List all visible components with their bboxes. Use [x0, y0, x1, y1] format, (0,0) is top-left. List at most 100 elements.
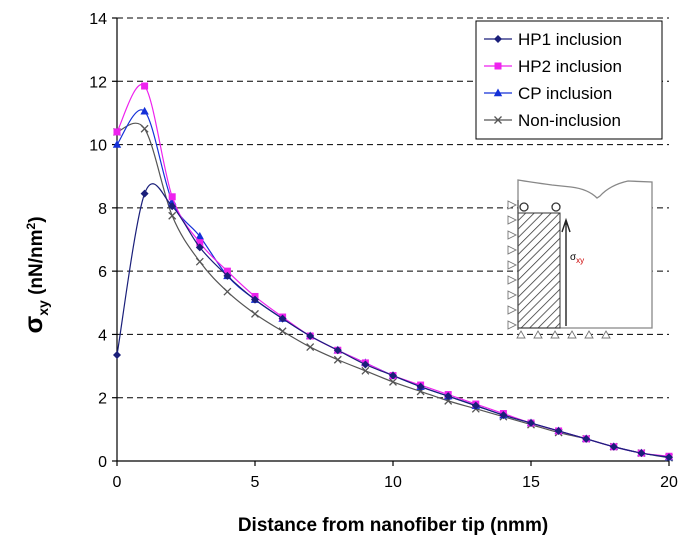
point-cp-inclusion-3: [195, 231, 204, 240]
inset-support-bottom-3: [567, 330, 577, 339]
inset-sigma-symbol: σ: [570, 252, 577, 263]
inset-support-left-3: [507, 245, 518, 255]
inset-circle-right: [551, 202, 561, 212]
point-hp2-inclusion-3: [196, 239, 204, 247]
legend-label-cp-inclusion: CP inclusion: [518, 84, 612, 103]
legend-marker-cp-inclusion: [493, 88, 503, 97]
point-hp1-inclusion-0: [113, 350, 121, 359]
inset-support-left-4: [507, 260, 518, 270]
legend-items: HP1 inclusion HP2 inclusion CP inclusion No…: [484, 30, 622, 130]
point-hp1-inclusion-15: [527, 419, 535, 428]
point-hp1-inclusion-17: [582, 434, 591, 443]
legend-marker-hp2-inclusion: [494, 62, 502, 70]
point-hp1-inclusion-6: [278, 314, 287, 323]
point-hp1-inclusion-20: [665, 453, 673, 462]
legend-item-hp2-inclusion: HP2 inclusion: [484, 57, 622, 76]
point-hp2-inclusion-4: [223, 267, 231, 275]
series-line-hp1-inclusion: [116, 183, 670, 458]
y-axis-subscript: xy: [35, 300, 51, 316]
inset-support-bottom-5: [601, 330, 611, 339]
inset-support-left-8: [507, 320, 518, 330]
point-hp1-inclusion-10: [389, 371, 397, 380]
inset-support-bottom-2: [550, 330, 560, 339]
point-hp1-inclusion-4: [223, 271, 232, 280]
inset-support-left-5: [507, 275, 518, 285]
y-axis-symbol: σ: [18, 316, 48, 334]
inset-support-bottom-0: [516, 330, 526, 339]
y-axis-unit-close: ): [26, 216, 47, 222]
point-non-inclusion-7: [306, 343, 315, 352]
inset-support-left-0: [507, 200, 518, 210]
legend-item-hp1-inclusion: HP1 inclusion: [484, 30, 622, 49]
inset-support-left-2: [507, 230, 518, 240]
y-tick-labels: 0 2 4 6 8 10 12 14: [89, 11, 107, 471]
legend-box: [475, 20, 663, 140]
point-non-inclusion-2: [168, 211, 177, 220]
point-hp1-inclusion-18: [609, 442, 618, 451]
axes: [112, 17, 670, 466]
series-hp1-inclusion: [113, 183, 673, 462]
x-tick-label-20: 20: [660, 474, 678, 491]
x-tick-label-5: 5: [251, 474, 260, 491]
point-hp1-inclusion-3: [195, 243, 204, 252]
inset-sigma-label: σxy: [570, 252, 584, 265]
inset-stress-arrow: [561, 217, 571, 326]
y-tick-label-4: 4: [98, 327, 107, 344]
point-non-inclusion-5: [251, 309, 259, 318]
y-axis-unit-superscript: 2: [24, 222, 38, 229]
point-non-inclusion-3: [195, 257, 204, 266]
y-tick-label-12: 12: [89, 74, 107, 91]
point-hp1-inclusion-9: [361, 360, 370, 369]
point-hp1-inclusion-16: [554, 426, 563, 435]
y-tick-label-10: 10: [89, 138, 107, 155]
grid-lines: [117, 17, 669, 399]
inset-hatched-fiber: [517, 212, 561, 329]
point-hp1-inclusion-19: [637, 449, 646, 458]
y-tick-label-14: 14: [89, 11, 107, 28]
x-tick-label-15: 15: [522, 474, 540, 491]
y-tick-label-0: 0: [98, 454, 107, 471]
point-hp1-inclusion-14: [499, 411, 508, 420]
point-hp1-inclusion-2: [168, 202, 177, 211]
x-tick-label-10: 10: [384, 474, 402, 491]
inset-circle-left: [519, 202, 529, 212]
x-tick-label-0: 0: [113, 474, 122, 491]
inset-support-left-7: [507, 305, 518, 315]
x-axis-label: Distance from nanofiber tip (nmm): [238, 515, 548, 536]
y-tick-label-8: 8: [98, 201, 107, 218]
legend-label-hp1-inclusion: HP1 inclusion: [518, 30, 622, 49]
point-hp1-inclusion-11: [416, 382, 425, 391]
point-non-inclusion-8: [333, 355, 342, 364]
inset-sigma-sub: xy: [576, 256, 584, 265]
inset-supports-bottom: [516, 330, 611, 339]
legend-label-non-inclusion: Non-inclusion: [518, 111, 621, 130]
point-cp-inclusion-1: [140, 106, 149, 115]
point-hp1-inclusion-13: [471, 401, 480, 410]
point-non-inclusion-10: [389, 377, 397, 386]
inset-support-bottom-4: [584, 330, 594, 339]
point-cp-inclusion-0: [112, 140, 122, 148]
point-hp1-inclusion-1: [140, 189, 149, 198]
point-non-inclusion-6: [278, 327, 287, 336]
y-axis-unit: (nN/nm: [26, 229, 47, 300]
legend: HP1 inclusion HP2 inclusion CP inclusion No…: [475, 20, 663, 140]
point-hp1-inclusion-8: [333, 346, 342, 355]
point-non-inclusion-9: [361, 366, 370, 375]
y-axis-label: σxy (nN/nm2): [18, 216, 51, 333]
y-tick-label-6: 6: [98, 264, 107, 281]
point-hp2-inclusion-2: [168, 193, 176, 201]
point-non-inclusion-4: [223, 287, 232, 296]
x-tick-labels: 0 5 10 15 20: [113, 474, 678, 491]
point-hp2-inclusion-0: [113, 128, 121, 136]
point-hp1-inclusion-5: [251, 295, 259, 304]
point-non-inclusion-1: [140, 124, 149, 133]
legend-item-non-inclusion: Non-inclusion: [484, 111, 621, 130]
inset-support-left-1: [507, 215, 518, 225]
inset-supports-left: [507, 200, 518, 330]
inset-support-left-6: [507, 290, 518, 300]
legend-label-hp2-inclusion: HP2 inclusion: [518, 57, 622, 76]
point-hp2-inclusion-1: [141, 82, 149, 90]
inset-schematic: σxy: [507, 179, 653, 339]
series-group: [112, 82, 674, 462]
